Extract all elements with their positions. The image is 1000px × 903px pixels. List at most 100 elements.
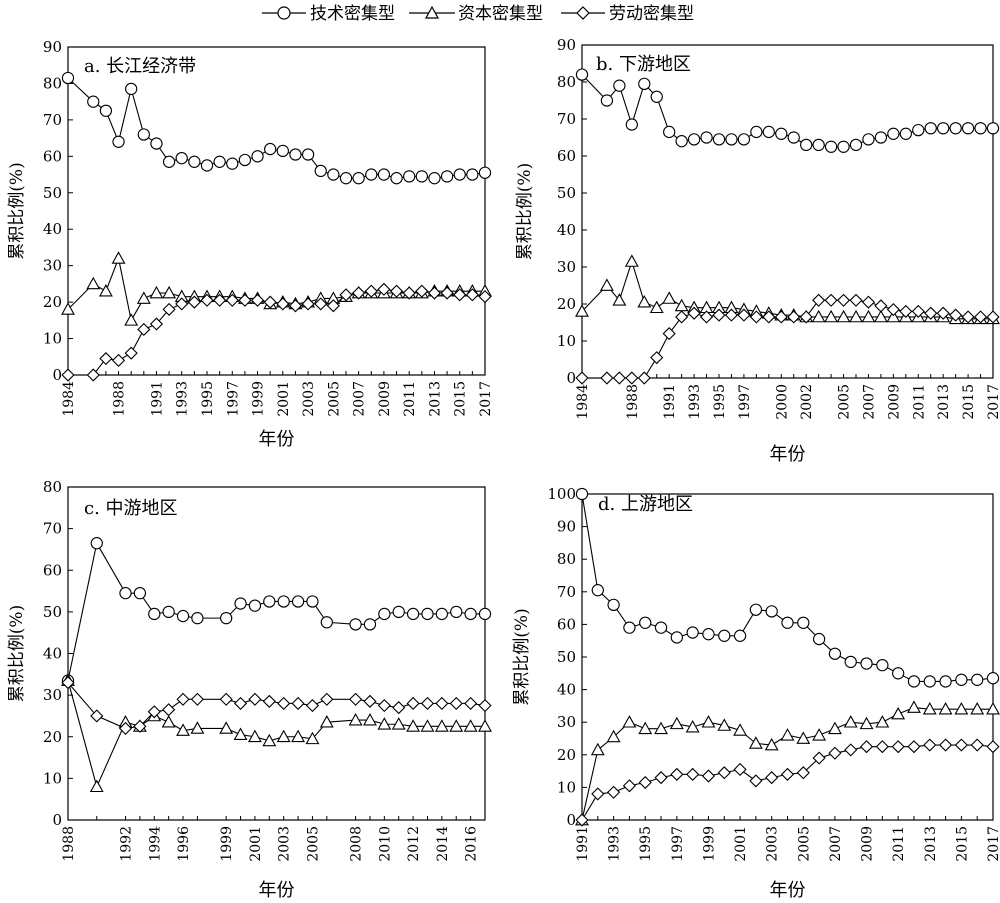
y-tick-label: 80 — [43, 478, 62, 496]
diamond-point — [961, 310, 975, 324]
triangle-point — [824, 309, 839, 323]
x-tick-label: 1988 — [112, 381, 128, 417]
diamond-point — [449, 696, 463, 711]
y-tick-label: 0 — [566, 811, 576, 829]
circle-point — [787, 131, 800, 144]
diamond-point — [339, 288, 353, 302]
series-triangle — [61, 673, 492, 793]
circle-point — [137, 128, 150, 141]
panel-title: a. 长江经济带 — [84, 56, 196, 77]
diamond-point — [836, 293, 851, 307]
circle-point — [421, 607, 434, 621]
diamond-point — [478, 698, 492, 713]
diamond-point — [737, 308, 751, 322]
diamond-point — [465, 288, 479, 302]
circle-point — [961, 122, 975, 135]
diamond-point — [263, 295, 277, 309]
x-tick-label: 2015 — [954, 826, 970, 862]
diamond-point — [162, 703, 176, 717]
circle-point — [923, 675, 936, 688]
y-tick-label: 70 — [557, 110, 576, 128]
y-tick-label: 100 — [547, 485, 576, 503]
x-axis-label: 年份 — [259, 429, 295, 450]
diamond-point — [377, 698, 391, 713]
triangle-point — [319, 715, 334, 728]
circle-point — [390, 172, 403, 185]
triangle-marker-icon — [424, 5, 440, 19]
series-diamond — [61, 676, 492, 736]
diamond-point — [911, 304, 925, 318]
triangle-point — [291, 729, 306, 743]
circle-point — [575, 68, 589, 81]
diamond-point — [787, 310, 801, 324]
x-tick-label: 2005 — [796, 826, 812, 862]
diamond-point — [415, 284, 429, 298]
y-tick-label: 0 — [52, 366, 62, 384]
triangle-point — [836, 309, 851, 323]
circle-point — [148, 607, 161, 621]
diamond-point — [225, 293, 239, 307]
diamond-point — [886, 302, 900, 317]
triangle-point — [478, 719, 492, 732]
triangle-point — [124, 313, 139, 326]
x-tick-label: 2013 — [923, 826, 939, 862]
diamond-point — [749, 310, 763, 324]
x-tick-label: 1984 — [575, 384, 591, 420]
y-tick-label: 80 — [43, 74, 62, 92]
diamond-point — [133, 719, 147, 733]
diamond-point — [575, 371, 589, 385]
circle-point — [90, 537, 103, 550]
y-tick-label: 50 — [43, 184, 62, 202]
diamond-point — [828, 746, 842, 760]
y-tick-label: 60 — [557, 147, 576, 165]
circle-point — [797, 616, 810, 629]
circle-point — [762, 125, 775, 139]
circle-point — [625, 118, 638, 131]
diamond-point — [625, 371, 639, 385]
diamond-point — [187, 295, 201, 309]
diamond-point — [124, 346, 138, 360]
legend: 技术密集型 资本密集型 劳动密集型 — [262, 4, 694, 24]
panel-title: c. 中游地区 — [84, 498, 178, 519]
diamond-point — [824, 293, 838, 307]
circle-point — [591, 584, 604, 597]
triangle-point — [859, 716, 874, 730]
circle-point — [974, 122, 987, 135]
x-tick-label: 2001 — [248, 826, 264, 862]
circle-point — [924, 122, 937, 135]
x-tick-label: 2016 — [464, 826, 480, 862]
circle-point — [213, 155, 226, 168]
y-tick-label: 40 — [557, 221, 576, 239]
diamond-point — [699, 310, 714, 324]
circle-point — [378, 607, 391, 621]
circle-point — [986, 672, 1000, 685]
diamond-point — [377, 282, 391, 296]
circle-point — [725, 133, 738, 146]
circle-point — [812, 138, 825, 152]
y-tick-label: 30 — [43, 257, 62, 275]
panel-title: d. 上游地区 — [598, 494, 693, 515]
circle-point — [291, 595, 305, 608]
diamond-point — [61, 676, 75, 690]
legend-label: 劳动密集型 — [609, 4, 694, 24]
series-line — [581, 493, 994, 683]
diamond-point — [622, 779, 637, 793]
circle-point — [251, 150, 264, 163]
y-tick-label: 40 — [43, 645, 62, 663]
diamond-point — [213, 293, 227, 307]
circle-point — [800, 138, 813, 152]
panel-c: 0 10 20 30 40 50 60 70 80 1988 1992 1994 1996 1999 200… — [7, 478, 492, 901]
y-tick-label: 90 — [557, 36, 576, 54]
triangle-point — [986, 702, 1000, 715]
circle-point — [392, 605, 405, 619]
circle-point — [874, 131, 888, 144]
circle-point — [428, 172, 441, 185]
x-tick-label: 2011 — [891, 826, 907, 862]
diamond-point — [637, 371, 651, 385]
diamond-point — [938, 738, 953, 752]
y-tick-label: 30 — [43, 686, 62, 704]
triangle-point — [637, 295, 652, 308]
diamond-point — [352, 286, 366, 300]
x-tick-label: 1991 — [662, 384, 678, 420]
circle-point — [363, 618, 377, 631]
